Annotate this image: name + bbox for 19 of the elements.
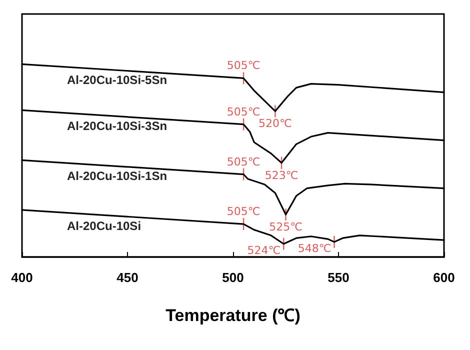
- x-tick-label: 450: [116, 270, 138, 285]
- annotation: 505℃: [226, 105, 260, 118]
- series-label: Al-20Cu-10Si: [67, 218, 142, 233]
- annotation: 524℃: [247, 244, 281, 257]
- annotation: 525℃: [269, 220, 302, 234]
- x-tick-label: 550: [328, 270, 350, 285]
- x-axis-title: Temperature (℃): [166, 306, 300, 325]
- x-tick-label: 600: [433, 270, 455, 285]
- series-label: Al-20Cu-10Si-3Sn: [67, 119, 168, 134]
- x-tick-label: 400: [11, 270, 33, 285]
- series-label: Al-20Cu-10Si-5Sn: [67, 73, 168, 88]
- annotation: 523℃: [264, 168, 298, 182]
- annotation: 520℃: [258, 117, 292, 130]
- annotation: 505℃: [226, 59, 260, 72]
- annotation: 505℃: [226, 205, 260, 218]
- series-label: Al-20Cu-10Si-1Sn: [67, 169, 168, 184]
- annotation: 505℃: [226, 155, 260, 168]
- annotation: 548℃: [298, 242, 332, 255]
- x-tick-label: 500: [222, 270, 244, 285]
